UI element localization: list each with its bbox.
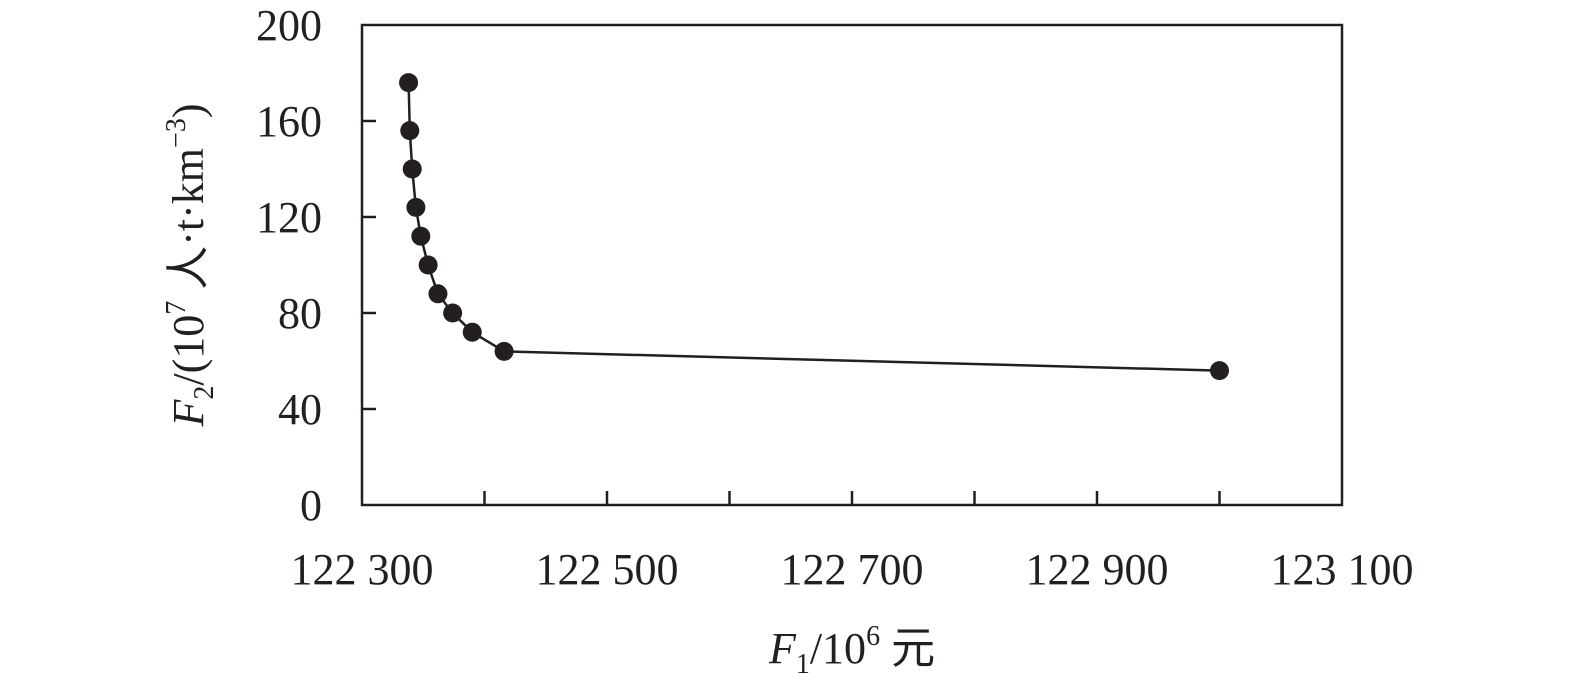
- x-axis-title-subscript: 1: [796, 649, 810, 680]
- data-point: [462, 322, 482, 342]
- x-tick-label: 122 300: [291, 545, 434, 594]
- y-tick-label: 80: [278, 289, 322, 338]
- x-axis-title-superscript: 6: [866, 621, 880, 652]
- x-tick-label: 122 500: [536, 545, 679, 594]
- y-axis-ticks: 0 40 80 120 160 200: [256, 1, 376, 530]
- data-point: [443, 303, 463, 323]
- y-axis-title-unit-superscript: −3: [161, 118, 192, 148]
- data-point: [418, 255, 438, 275]
- data-point: [400, 121, 420, 141]
- y-axis-title-symbol: F: [164, 399, 213, 428]
- y-axis-title: F2/(107 人·t·km−3): [161, 104, 220, 428]
- y-tick-label: 0: [300, 481, 322, 530]
- series-layer: [399, 73, 1229, 381]
- x-tick-label: 122 900: [1026, 545, 1169, 594]
- data-point: [428, 284, 448, 304]
- y-axis-title-superscript: 7: [161, 301, 192, 315]
- y-axis-title-unit: 人·t·km: [164, 148, 213, 301]
- data-point: [406, 197, 426, 217]
- data-point: [402, 159, 422, 179]
- x-axis-title-unit: 元: [880, 624, 935, 673]
- data-point: [494, 341, 514, 361]
- y-axis-title-prefix: /(10: [164, 315, 213, 386]
- data-point: [399, 73, 419, 93]
- x-tick-label: 122 700: [781, 545, 924, 594]
- series-line: [407, 82, 1220, 372]
- y-tick-label: 40: [278, 385, 322, 434]
- plot-area-frame: [360, 23, 1344, 507]
- data-point: [1210, 361, 1229, 381]
- x-axis-title: F1/106 元: [768, 621, 935, 680]
- y-tick-label: 120: [256, 193, 322, 242]
- x-axis-title-prefix: /10: [810, 624, 866, 673]
- y-axis-title-close: ): [164, 104, 213, 119]
- x-tick-label: 123 100: [1271, 545, 1414, 594]
- y-tick-label: 160: [256, 97, 322, 146]
- y-tick-label: 200: [256, 1, 322, 50]
- y-axis-title-subscript: 2: [189, 386, 220, 400]
- x-axis-ticks: 122 300 122 500 122 700 122 900 123 100: [291, 491, 1414, 594]
- data-point: [411, 226, 431, 246]
- x-axis-title-symbol: F: [768, 624, 797, 673]
